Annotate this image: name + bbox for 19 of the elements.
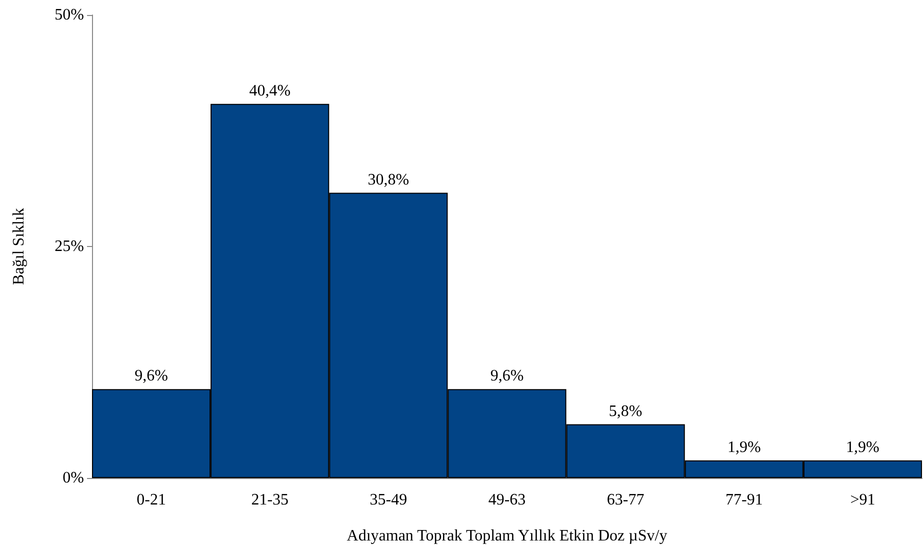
x-tick-label: 35-49 xyxy=(370,492,408,508)
y-tick-label: 25% xyxy=(54,238,84,255)
x-tick-label: 63-77 xyxy=(606,492,644,508)
y-tick-label: 50% xyxy=(54,6,84,24)
data-label: 5,8% xyxy=(608,402,642,420)
x-tick-label: 21-35 xyxy=(251,492,289,508)
x-tick-label: >91 xyxy=(850,492,876,508)
data-label: 9,6% xyxy=(134,368,168,385)
data-label: 1,9% xyxy=(846,438,880,456)
x-tick-label: 0-21 xyxy=(136,492,166,508)
y-tick-label: 0% xyxy=(62,470,84,486)
data-label: 30,8% xyxy=(368,171,410,188)
x-tick-label: 77-91 xyxy=(725,492,763,508)
data-label: 40,4% xyxy=(249,82,291,100)
x-tick-label: 49-63 xyxy=(488,492,526,508)
x-axis-title: Adıyaman Toprak Toplam Yıllık Etkin Doz µSv/y xyxy=(346,528,668,544)
data-label: 1,9% xyxy=(727,438,761,456)
data-label: 9,6% xyxy=(490,368,524,385)
y-axis-title: Bağıl Sıklık xyxy=(10,208,28,285)
